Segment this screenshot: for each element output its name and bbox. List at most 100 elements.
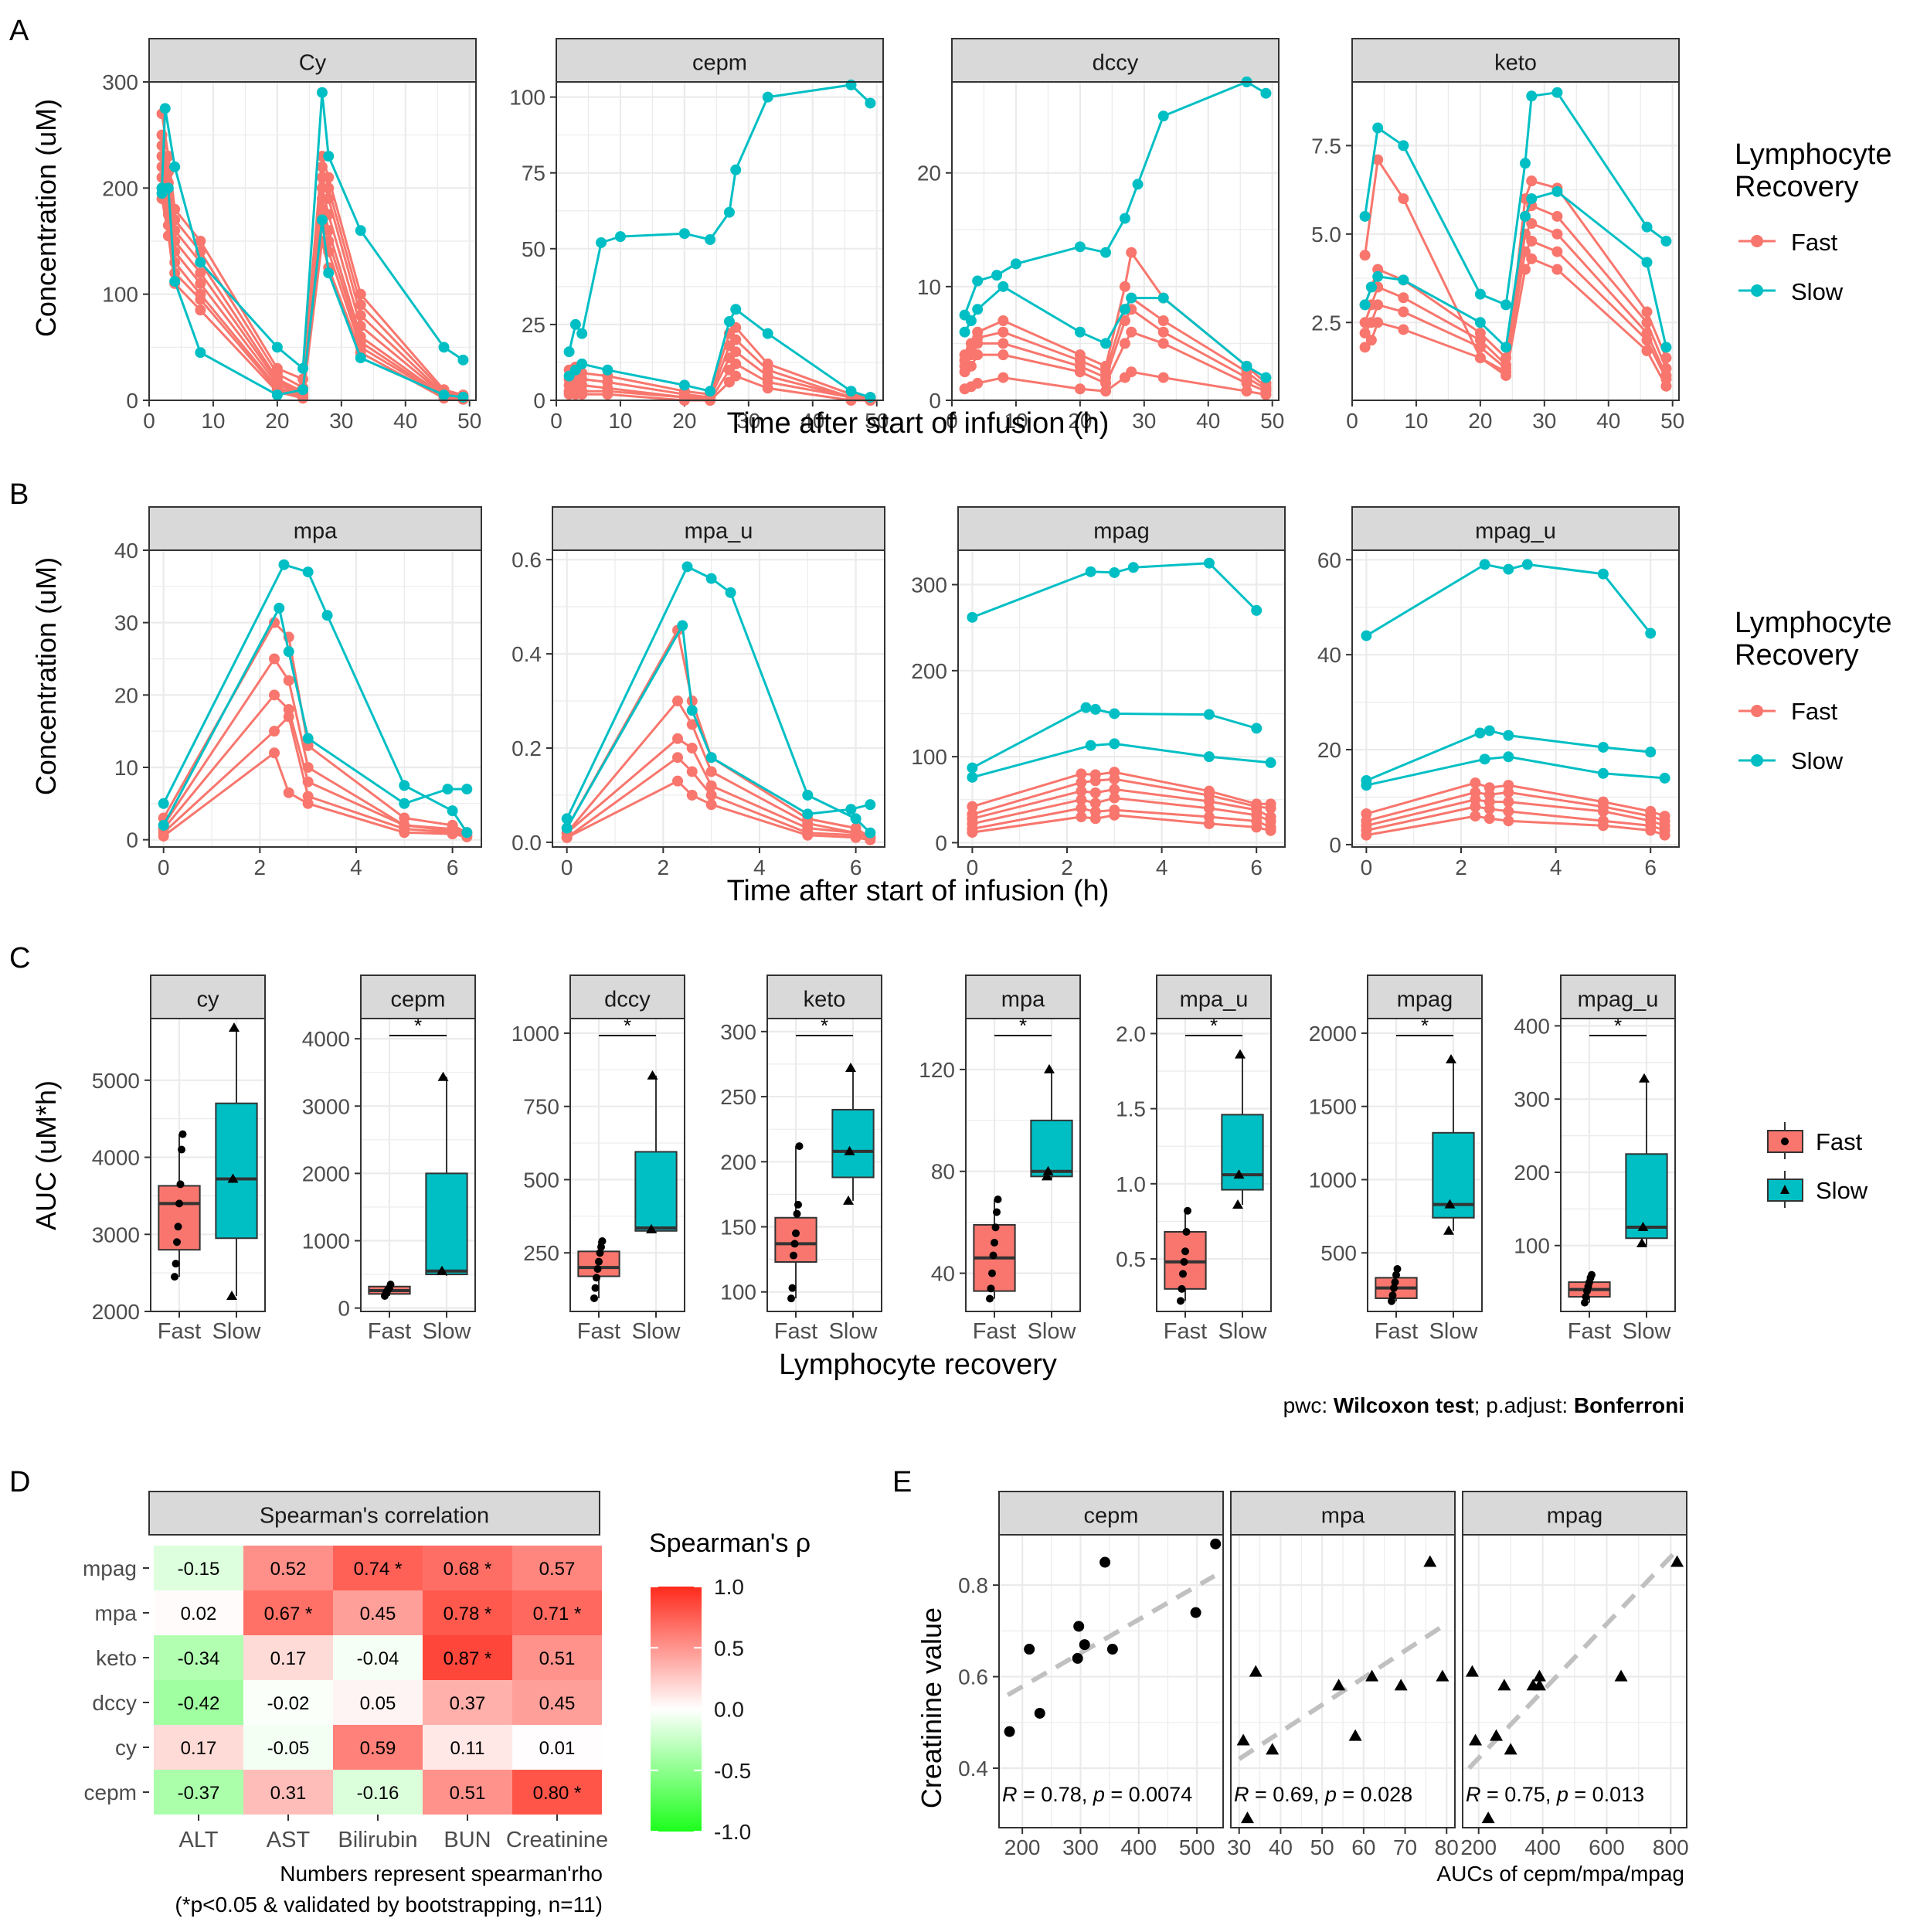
colorbar-tick-label: 0.0: [714, 1698, 744, 1722]
data-point-slow: [1265, 757, 1276, 768]
facet-title: mpa: [1321, 1503, 1365, 1528]
data-point-slow: [865, 827, 876, 838]
stat-p-value: = 0.028: [1337, 1783, 1412, 1806]
data-point-fast: [1503, 787, 1514, 798]
data-point-fast: [1157, 338, 1169, 349]
data-point-fast: [156, 151, 168, 162]
data-point-fast: [1597, 820, 1609, 832]
cell-label: 0.78 *: [444, 1604, 492, 1624]
data-point-slow: [302, 566, 314, 578]
data-point-slow: [461, 784, 473, 795]
y-tick-label: 100: [102, 283, 138, 307]
data-point: [1497, 1679, 1511, 1691]
x-tick-label: 20: [265, 409, 289, 433]
x-tick-label: 2: [254, 855, 267, 879]
heatmap-cell: [243, 1635, 333, 1680]
data-point-fast: [1388, 1297, 1395, 1305]
data-point-fast: [593, 1265, 602, 1274]
facet-strip: [1230, 1491, 1456, 1536]
y-tick-label: 0.2: [511, 736, 542, 760]
heatmap-cell: [243, 1546, 333, 1590]
row-label: mpag: [83, 1556, 137, 1580]
data-point-fast: [1641, 335, 1653, 346]
data-point-slow: [705, 573, 717, 584]
data-point-fast: [793, 1209, 801, 1218]
facet-title: cepm: [391, 987, 446, 1012]
facet-strip: [1351, 506, 1680, 551]
y-tick-label: 500: [523, 1168, 559, 1192]
data-point-slow: [1109, 738, 1120, 750]
x-tick-label: Slow: [829, 1319, 879, 1344]
data-point-fast: [595, 1257, 603, 1266]
facet-mpa: mpa 0 2 4 6 0 10 20 30 40: [114, 506, 482, 879]
x-tick-label: Fast: [577, 1319, 620, 1344]
legend-fast-label: Fast: [1791, 698, 1838, 725]
data-point-slow: [1519, 210, 1531, 222]
heatmap-cell: [423, 1546, 512, 1590]
data-point-fast: [991, 1239, 998, 1247]
data-point-slow: [845, 1063, 856, 1073]
facet-mpa_u: mpa_u 0.5 1.0 1.5 2.0 * Fast Slow: [1116, 975, 1272, 1344]
data-point-fast: [1076, 768, 1087, 780]
facet-title: mpag_u: [1578, 987, 1659, 1012]
facet-strip: [965, 975, 1081, 1019]
x-tick-label: 30: [1227, 1835, 1251, 1859]
data-point-fast: [1526, 175, 1538, 187]
facet-keto: keto 0 10 20 30 40 50 2.5 5.0 7.5: [1311, 38, 1684, 433]
caption-adjust: Bonferroni: [1574, 1393, 1684, 1417]
legend-fast-label: Fast: [1791, 229, 1838, 256]
data-point-fast: [178, 1145, 185, 1154]
y-tick-label: 300: [911, 573, 947, 597]
stat-r-value: = 0.78,: [1018, 1783, 1093, 1806]
data-point-fast: [1470, 801, 1481, 812]
legend-slow-key: [1767, 1179, 1803, 1202]
data-point-fast: [1483, 813, 1495, 825]
stat-annotation: R = 0.75, p = 0.013: [1466, 1783, 1644, 1806]
stat-r-value: = 0.69,: [1249, 1783, 1325, 1806]
data-point-slow: [972, 275, 984, 287]
facet-title: keto: [804, 987, 846, 1012]
panel-border: [965, 1018, 1081, 1312]
data-point-fast: [1109, 784, 1120, 795]
heatmap-cell: [333, 1635, 423, 1680]
facet-strip: [569, 975, 685, 1019]
data-point-fast: [269, 726, 280, 737]
facet-mpa: mpa 40 80 120 * Fast Slow: [919, 975, 1081, 1344]
panel-border: [1230, 1534, 1456, 1828]
data-point-slow: [437, 1071, 449, 1081]
heatmap-cell: [243, 1770, 333, 1815]
x-tick-label: 50: [1310, 1835, 1334, 1859]
data-point: [1266, 1743, 1280, 1755]
x-tick-label: 20: [1068, 409, 1092, 433]
data-point-slow: [843, 1195, 854, 1205]
y-tick-label: 750: [523, 1095, 559, 1119]
data-point-slow: [561, 822, 573, 834]
data-point-slow: [1109, 708, 1120, 719]
data-point-fast: [1089, 798, 1101, 809]
data-point-fast: [1182, 1227, 1191, 1236]
data-point: [1365, 1669, 1379, 1682]
data-point: [1190, 1607, 1201, 1618]
data-point-slow: [997, 281, 1009, 292]
x-tick-label: Slow: [1429, 1319, 1479, 1344]
data-point-fast: [283, 711, 294, 723]
data-point-slow: [1233, 1169, 1245, 1179]
data-point-slow: [1597, 767, 1609, 779]
facet-strip: [1351, 38, 1680, 83]
data-point-slow: [576, 328, 588, 339]
data-point-fast: [1119, 281, 1130, 292]
series-line-slow: [1365, 729, 1651, 782]
data-point-fast: [1390, 1284, 1398, 1292]
data-point-fast: [967, 801, 978, 812]
data-point-fast: [195, 294, 206, 305]
data-point-fast: [302, 798, 314, 809]
heatmap-cell: [423, 1680, 512, 1725]
data-point-slow: [271, 342, 283, 353]
x-tick-label: 10: [608, 409, 632, 433]
data-point-slow: [844, 1145, 855, 1155]
x-tick-label: 6: [1250, 855, 1263, 879]
y-tick-label: 300: [720, 1020, 756, 1044]
x-tick-label: 30: [329, 409, 353, 433]
data-point-fast: [672, 752, 684, 764]
